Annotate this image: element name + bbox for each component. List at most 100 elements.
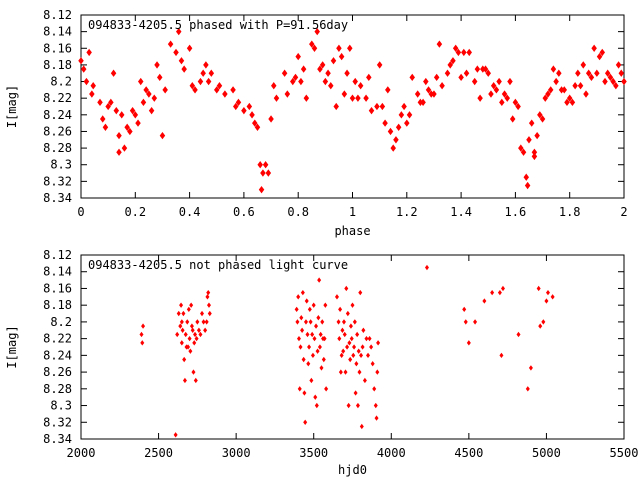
phased-data-point <box>463 69 470 77</box>
unphased-data-points <box>139 264 555 438</box>
phased-data-point <box>610 77 616 86</box>
phased-data-point <box>330 57 337 65</box>
unphased-x-tick: 3500 <box>299 255 328 460</box>
phased-data-point <box>241 106 247 115</box>
unphased-data-point <box>194 335 199 342</box>
phased-data-point <box>178 57 185 65</box>
unphased-data-point <box>319 365 324 371</box>
phased-data-point <box>90 82 96 90</box>
unphased-data-point <box>357 369 362 375</box>
unphased-data-point <box>341 319 346 325</box>
phased-data-point <box>564 98 570 107</box>
unphased-data-point <box>307 306 312 313</box>
phased-data-point <box>385 86 391 94</box>
phased-data-point <box>436 40 443 48</box>
unphased-data-point <box>300 289 305 296</box>
phased-data-point <box>322 77 329 86</box>
phased-data-point <box>450 57 456 65</box>
unphased-data-point <box>297 386 302 392</box>
phased-data-point <box>222 90 228 98</box>
phased-data-point <box>572 82 578 90</box>
phased-data-point <box>520 148 527 156</box>
phased-light-curve-panel: 0 0.2 0.4 0.6 0.8 1 1.2 1.4 1.6 1.8 2 8.12 8.14 8.16… <box>5 8 628 238</box>
unphased-data-point <box>186 344 191 350</box>
phased-data-point <box>537 111 543 119</box>
phased-data-point <box>368 106 375 115</box>
phased-data-point <box>423 77 429 86</box>
unphased-data-point <box>374 415 379 421</box>
phased-data-point <box>319 61 326 69</box>
unphased-data-point <box>497 289 502 296</box>
phased-data-point <box>200 69 206 77</box>
phased-data-point <box>488 90 494 98</box>
phased-data-point <box>205 77 212 86</box>
unphased-data-point <box>338 369 343 375</box>
phased-y-tick-label: 8.18 <box>43 58 72 72</box>
phased-data-point <box>466 48 472 57</box>
unphased-data-point <box>366 352 371 359</box>
phased-data-point <box>615 61 622 69</box>
phased-data-point <box>387 127 394 136</box>
unphased-x-tick-label: 3500 <box>299 446 328 460</box>
phased-data-point <box>452 44 459 52</box>
unphased-data-point <box>339 352 344 359</box>
phased-data-point <box>547 86 554 94</box>
phased-y-tick-label: 8.12 <box>43 8 72 22</box>
phased-data-point <box>311 44 318 52</box>
phased-data-point <box>328 82 334 90</box>
unphased-x-tick: 5500 <box>610 255 638 460</box>
unphased-y-tick-label: 8.3 <box>50 399 72 413</box>
phased-y-tick: 8.24 <box>43 108 624 122</box>
phased-data-point <box>382 119 388 127</box>
phased-data-point <box>347 44 353 52</box>
phased-data-point <box>175 27 182 36</box>
phased-data-point <box>265 169 272 177</box>
phased-data-point <box>216 82 223 90</box>
unphased-data-point <box>205 294 210 300</box>
unphased-data-point <box>182 377 187 384</box>
phased-data-point <box>156 73 163 82</box>
phased-data-point <box>355 94 361 102</box>
phased-data-point <box>108 98 114 107</box>
unphased-data-point <box>324 386 329 392</box>
phased-data-point <box>461 48 467 57</box>
phased-data-point <box>352 77 358 86</box>
unphased-data-point <box>528 365 533 371</box>
unphased-data-point <box>204 319 209 325</box>
phased-data-point <box>596 52 603 61</box>
unphased-data-point <box>359 352 364 359</box>
unphased-x-tick: 3000 <box>222 255 251 460</box>
phased-data-point <box>594 69 600 77</box>
phased-data-point <box>604 69 611 77</box>
phased-x-tick: 0 <box>77 15 85 219</box>
phased-data-point <box>300 65 307 73</box>
phased-data-point <box>154 61 160 69</box>
phased-data-point <box>121 144 128 152</box>
phased-x-tick-label: 0 <box>77 205 84 219</box>
phased-data-point <box>110 69 117 77</box>
phased-data-point <box>113 106 120 115</box>
phased-data-point <box>621 77 627 86</box>
unphased-data-point <box>323 302 328 308</box>
phased-x-tick: 1.2 <box>396 15 418 219</box>
unphased-data-point <box>516 331 521 338</box>
phased-data-point <box>99 115 106 123</box>
phased-data-point <box>249 111 255 119</box>
unphased-data-point <box>337 335 342 342</box>
unphased-data-point <box>344 285 349 292</box>
unphased-data-point <box>376 340 381 346</box>
phased-y-tick: 8.2 <box>50 75 624 89</box>
unphased-data-point <box>178 323 183 329</box>
phased-y-tick: 8.26 <box>43 124 624 138</box>
unphased-data-point <box>314 402 319 409</box>
unphased-data-point <box>482 298 487 304</box>
phased-x-tick-label: 1.6 <box>505 205 527 219</box>
phased-data-point <box>314 27 320 36</box>
phased-data-point <box>577 82 584 90</box>
phased-y-tick: 8.14 <box>43 25 624 39</box>
phased-data-point <box>395 123 402 131</box>
unphased-data-point <box>541 319 546 325</box>
phased-data-point <box>374 102 380 111</box>
unphased-data-point <box>473 319 478 325</box>
